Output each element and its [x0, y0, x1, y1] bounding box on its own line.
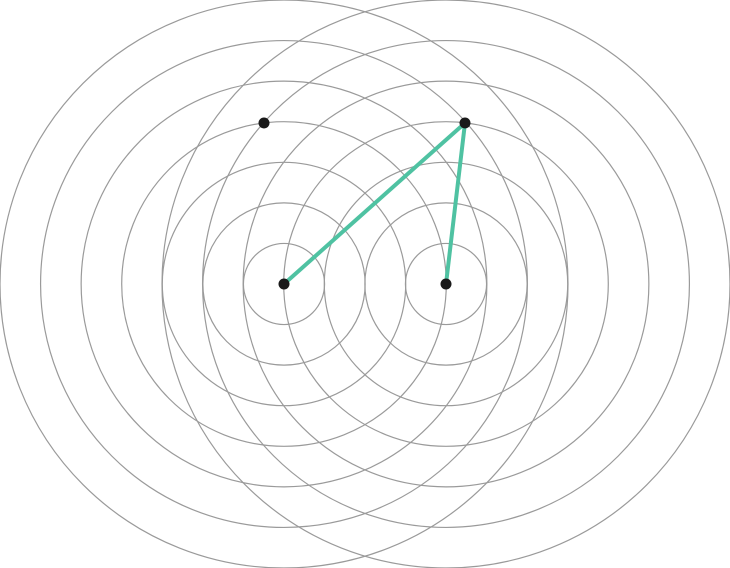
intersection-point-right — [459, 117, 471, 129]
ring — [323, 161, 569, 407]
path-segment-source-to-point — [282, 121, 467, 286]
ring — [201, 39, 691, 529]
source-point-left — [278, 278, 290, 290]
source-point-right — [440, 278, 452, 290]
ring — [404, 242, 488, 326]
ring — [364, 202, 528, 366]
intersection-point-left — [258, 117, 270, 129]
ring — [161, 0, 730, 568]
ring — [242, 80, 650, 488]
path-segment-point-to-source — [444, 121, 467, 286]
